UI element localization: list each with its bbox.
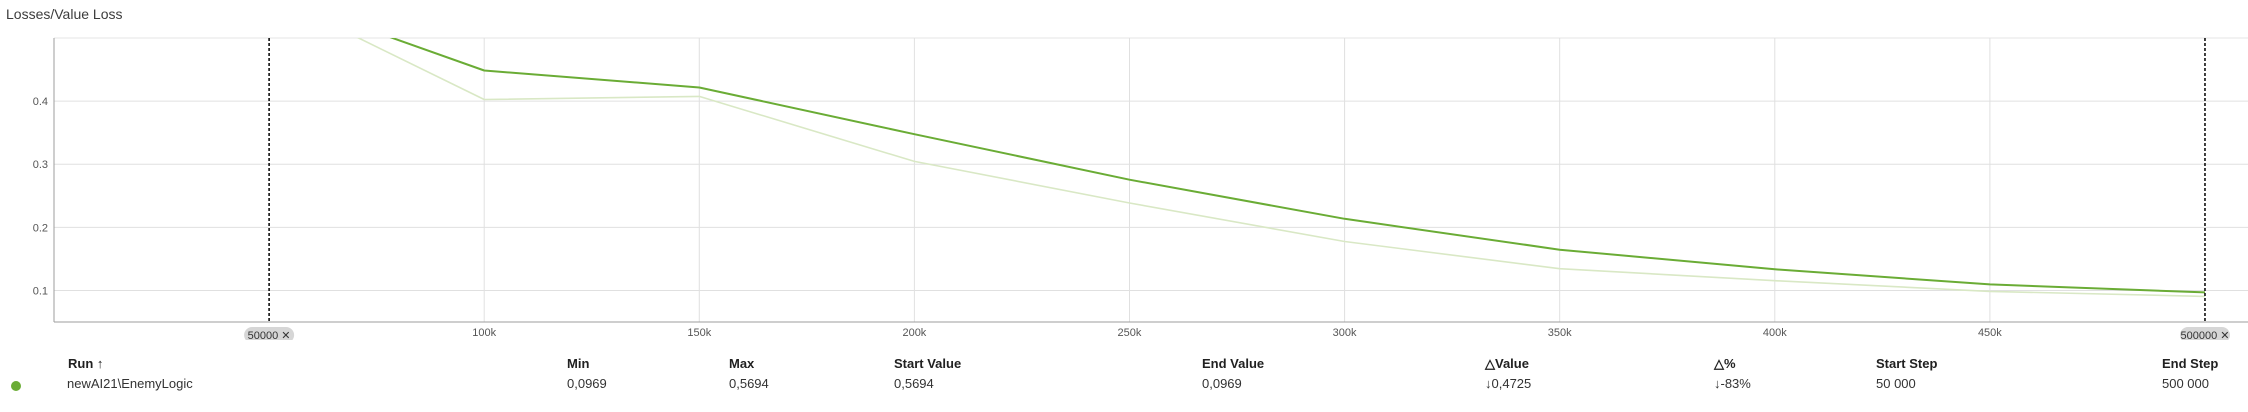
x-tick-label: 250k: [1118, 327, 1142, 339]
range-marker-label[interactable]: 500000 ✕: [2180, 330, 2229, 340]
range-marker-chip[interactable]: [2179, 327, 2230, 340]
chart-title: Losses/Value Loss: [6, 6, 123, 22]
x-tick-label: 200k: [902, 327, 926, 339]
header-start-step: Start Step: [1876, 356, 1938, 371]
x-tick-label: 450k: [1978, 327, 2002, 339]
x-tick-label: 100k: [472, 327, 496, 339]
loss-chart: 100k 150k 200k 250k 300k 350k 400k 450k 0.10.20…: [33, 37, 2248, 340]
row-end-step: 500 000: [2162, 376, 2209, 391]
series-line-smoothed: [389, 38, 2206, 294]
header-delta-value: △Value: [1485, 356, 1529, 371]
y-tick-labels: 0.1 0.2 0.3 0.4: [33, 96, 48, 297]
series-line-raw: [356, 38, 2206, 298]
row-end-value: 0,0969: [1202, 376, 1242, 391]
run-color-dot: [11, 381, 21, 391]
x-tick-labels: 100k 150k 200k 250k 300k 350k 400k 450k: [472, 327, 2002, 339]
header-max: Max: [729, 356, 755, 371]
row-max: 0,5694: [729, 376, 769, 391]
range-marker-chip[interactable]: [244, 327, 295, 340]
row-start-value: 0,5694: [894, 376, 934, 391]
header-run[interactable]: Run ↑: [68, 356, 104, 371]
x-tick-label: 400k: [1763, 327, 1787, 339]
x-tick-label: 150k: [687, 327, 711, 339]
y-tick-label: 0.4: [33, 96, 48, 108]
x-tick-label: 350k: [1548, 327, 1572, 339]
series-lines: [356, 38, 2206, 298]
y-tick-label: 0.3: [33, 159, 48, 171]
axes: [53, 38, 2248, 323]
row-start-step: 50 000: [1876, 376, 1916, 391]
header-end-step: End Step: [2162, 356, 2219, 371]
grid-lines: [54, 37, 2248, 322]
header-delta-pct: △%: [1714, 356, 1736, 371]
range-marker-label[interactable]: 50000 ✕: [248, 330, 291, 340]
row-run: newAI21\EnemyLogic: [67, 376, 193, 391]
header-start-value: Start Value: [894, 356, 962, 371]
row-delta-value: ↓0,4725: [1485, 376, 1532, 391]
x-tick-label: 300k: [1333, 327, 1357, 339]
row-min: 0,0969: [567, 376, 607, 391]
header-min: Min: [567, 356, 590, 371]
row-delta-pct: ↓-83%: [1714, 376, 1751, 391]
y-tick-label: 0.2: [33, 222, 48, 234]
y-tick-label: 0.1: [33, 285, 48, 297]
range-markers[interactable]: 50000 ✕ 500000 ✕: [244, 38, 2230, 340]
header-end-value: End Value: [1202, 356, 1265, 371]
